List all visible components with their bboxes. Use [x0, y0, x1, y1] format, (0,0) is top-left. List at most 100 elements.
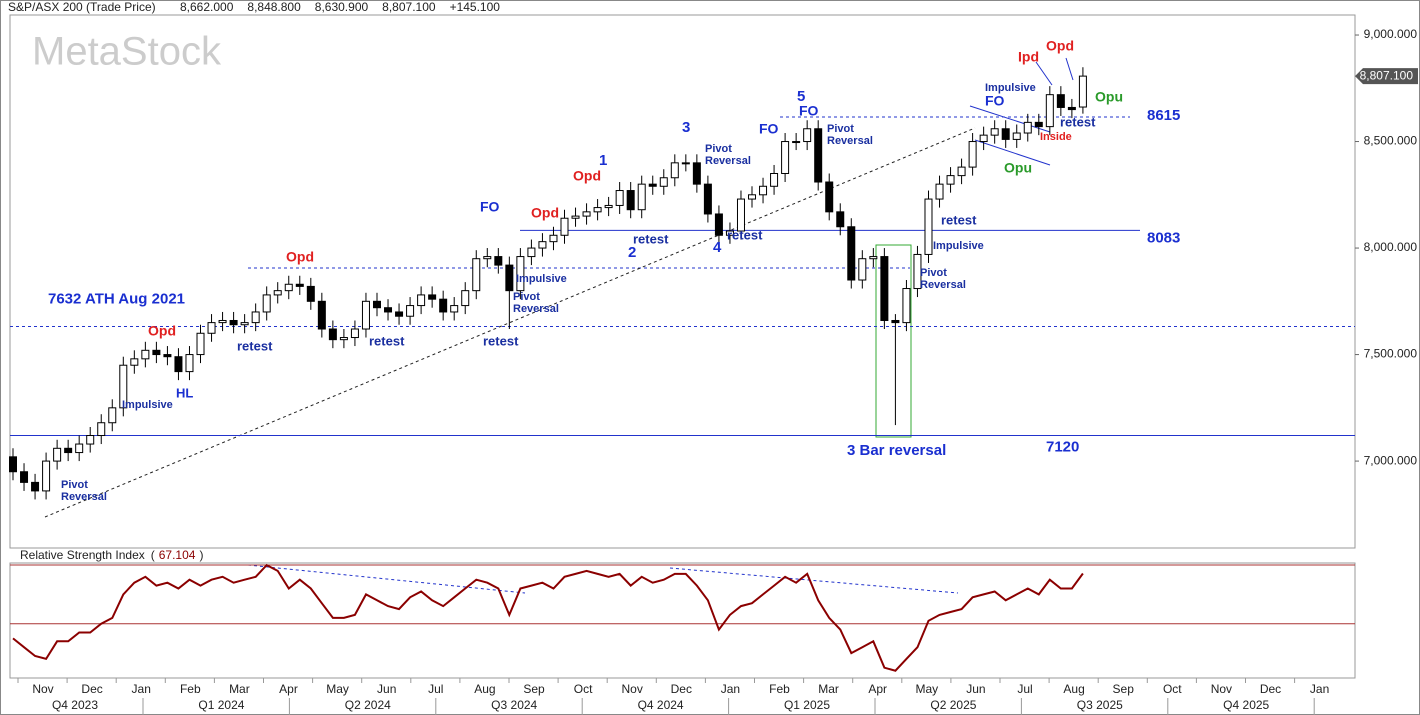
annotation: 2	[628, 244, 636, 261]
candle-body	[317, 300, 326, 330]
candle-body	[626, 190, 635, 211]
candle-body	[692, 162, 701, 185]
candle-body	[240, 322, 249, 326]
header-value: 8,662.000	[180, 0, 234, 14]
candle-body	[615, 190, 624, 206]
candle-body	[759, 185, 768, 196]
y-tick-label: 9,000.000	[1364, 27, 1418, 41]
candle-body	[527, 247, 536, 258]
level-label: 8615	[1147, 107, 1180, 124]
trend-line	[44, 127, 976, 518]
candle-body	[472, 258, 481, 292]
candle-body	[395, 311, 404, 317]
quarter-label: Q3 2024	[491, 698, 537, 712]
annotation: FO	[759, 121, 779, 137]
x-tick-label: Apr	[868, 682, 887, 696]
x-tick-label: Jun	[377, 682, 396, 696]
pointer-line	[1065, 57, 1074, 81]
rsi-trend-line	[247, 564, 526, 594]
candle-body	[902, 288, 911, 324]
x-tick-label: Aug	[1063, 682, 1084, 696]
candle-body	[75, 443, 84, 454]
annotation: retest	[633, 231, 669, 246]
candle-body	[957, 166, 966, 177]
x-tick-label: Nov	[1211, 682, 1232, 696]
candle-body	[439, 298, 448, 313]
candle-body	[163, 354, 172, 358]
annotation: Inside	[1040, 131, 1072, 143]
annotation: Opd	[1046, 38, 1074, 54]
quarter-label: Q4 2025	[1223, 698, 1269, 712]
candle-body	[670, 162, 679, 179]
candle-body	[42, 460, 51, 492]
candle-body	[891, 319, 900, 324]
candle-body	[604, 204, 613, 209]
candle-body	[119, 364, 128, 409]
x-tick-label: May	[915, 682, 938, 696]
candle-body	[725, 230, 734, 236]
rsi-paren: (	[151, 548, 155, 562]
annotation: 3 Bar reversal	[847, 442, 946, 459]
annotation: Pivot Reversal	[705, 143, 751, 167]
candle-body	[968, 141, 977, 168]
pointer-line	[1035, 61, 1053, 86]
candle-body	[913, 253, 922, 290]
candle-body	[185, 354, 194, 373]
candle-body	[869, 256, 878, 260]
watermark: MetaStock	[32, 30, 222, 74]
quarter-label: Q1 2025	[784, 698, 830, 712]
annotation: Opu	[1004, 160, 1032, 176]
candle-body	[880, 256, 889, 321]
price-panel	[9, 14, 1356, 549]
annotation: FO	[799, 103, 819, 119]
annotation: Impulsive	[933, 240, 984, 252]
candle-body	[428, 294, 437, 300]
annotation: FO	[985, 93, 1005, 109]
candle-body	[582, 211, 591, 217]
price-badge	[1355, 68, 1418, 85]
candle-body	[538, 241, 547, 249]
level-label: 7632 ATH Aug 2021	[48, 290, 185, 307]
y-tick-label: 7,000.000	[1364, 453, 1418, 467]
candle-body	[858, 258, 867, 281]
candle-body	[461, 290, 470, 307]
title: S&P/ASX 200 (Trade Price)	[8, 0, 156, 14]
annotation: retest	[237, 338, 273, 353]
x-tick-label: Aug	[474, 682, 495, 696]
x-tick-label: May	[326, 682, 349, 696]
annotation: Impulsive	[516, 273, 567, 285]
candle-body	[748, 194, 757, 200]
candle-body	[141, 349, 150, 360]
y-tick-label: 8,500.000	[1364, 134, 1418, 148]
annotation: 3	[682, 119, 690, 136]
candle-body	[990, 128, 999, 136]
annotation: HL	[176, 385, 193, 400]
y-tick-label: 8,000.000	[1364, 240, 1418, 254]
quarter-label: Q2 2025	[930, 698, 976, 712]
candle-body	[53, 447, 62, 462]
x-tick-label: Jul	[1017, 682, 1032, 696]
annotation: Opd	[531, 205, 559, 221]
annotation: Opd	[286, 249, 314, 265]
x-tick-label: Jan	[721, 682, 740, 696]
rsi-line	[12, 563, 1084, 672]
x-tick-label: Feb	[180, 682, 201, 696]
annotation: Opu	[1095, 89, 1123, 105]
candle-body	[229, 319, 238, 326]
candle-body	[251, 311, 260, 324]
candle-body	[284, 283, 293, 292]
candle-body	[549, 234, 558, 243]
header-value: 8,848.800	[247, 0, 301, 14]
candle-body	[714, 213, 723, 236]
quarter-label: Q4 2024	[638, 698, 684, 712]
candle-body	[494, 256, 503, 266]
triangle-line	[969, 105, 1051, 133]
candle-body	[130, 358, 139, 366]
candle-body	[1078, 75, 1087, 108]
candle-body	[339, 337, 348, 341]
annotation: Pivot Reversal	[513, 291, 559, 315]
candle-body	[736, 198, 745, 232]
candle-body	[946, 175, 955, 185]
candle-body	[218, 319, 227, 324]
